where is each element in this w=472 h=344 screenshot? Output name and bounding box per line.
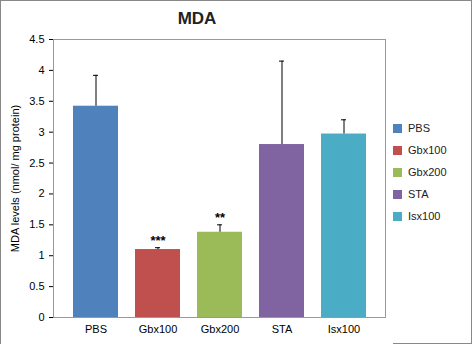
svg-text:4.5: 4.5	[29, 33, 44, 45]
svg-text:Gbx200: Gbx200	[201, 323, 240, 335]
html-text:Gbx200: Gbx200	[408, 166, 447, 178]
svg-text:Gbx100: Gbx100	[139, 323, 178, 335]
svg-text:3.5: 3.5	[29, 95, 44, 107]
svg-text:3: 3	[38, 126, 44, 138]
svg-text:1: 1	[38, 249, 44, 261]
html-text:STA: STA	[408, 188, 429, 200]
svg-text:Isx100: Isx100	[328, 323, 360, 335]
html-text:MDA: MDA	[177, 9, 217, 28]
svg-text:1.5: 1.5	[29, 218, 44, 230]
svg-text:4: 4	[38, 64, 44, 76]
svg-text:2: 2	[38, 187, 44, 199]
svg-text:***: ***	[150, 233, 166, 248]
svg-text:**: **	[215, 210, 226, 225]
svg-text:PBS: PBS	[85, 323, 107, 335]
svg-text:0: 0	[38, 311, 44, 323]
svg-text:MDA levels (nmol/ mg protein): MDA levels (nmol/ mg protein)	[9, 105, 21, 252]
svg-text:2.5: 2.5	[29, 157, 44, 169]
svg-text:STA: STA	[272, 323, 293, 335]
html-text:Isx100: Isx100	[408, 210, 441, 222]
html-text:PBS: PBS	[408, 122, 430, 134]
svg-text:0.5: 0.5	[29, 280, 44, 292]
html-text:Gbx100: Gbx100	[408, 144, 447, 156]
